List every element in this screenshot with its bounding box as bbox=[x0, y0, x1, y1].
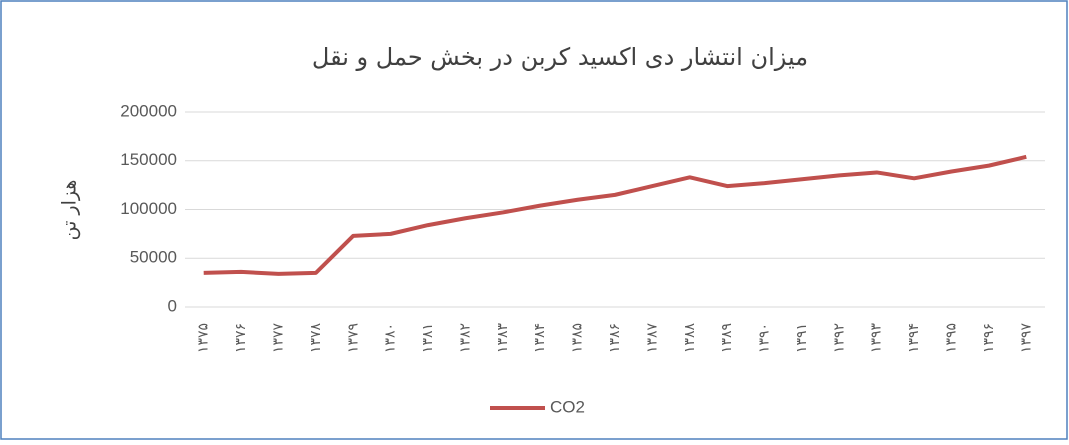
x-tick-label: ۱۳۸۰ bbox=[383, 323, 399, 353]
x-tick-label: ۱۳۹۶ bbox=[981, 323, 997, 353]
x-tick-label: ۱۳۸۵ bbox=[570, 323, 586, 353]
x-tick-label: ۱۳۷۵ bbox=[196, 323, 212, 353]
x-tick-label: ۱۳۷۹ bbox=[345, 323, 361, 353]
y-tick-label: 0 bbox=[168, 296, 177, 315]
x-tick-label: ۱۳۸۱ bbox=[420, 323, 436, 353]
y-tick-label: 150000 bbox=[120, 150, 177, 169]
x-tick-label: ۱۳۸۲ bbox=[457, 323, 473, 353]
y-axis-label: هزار تن bbox=[59, 180, 81, 241]
y-tick-label: 200000 bbox=[120, 101, 177, 120]
x-tick-label: ۱۳۸۶ bbox=[607, 323, 623, 353]
x-tick-label: ۱۳۸۷ bbox=[644, 323, 660, 354]
x-tick-label: ۱۳۸۸ bbox=[682, 323, 698, 354]
y-tick-label: 100000 bbox=[120, 199, 177, 218]
chart: میزان انتشار دی اکسید کربن در بخش حمل و … bbox=[0, 0, 1069, 441]
legend-label: CO2 bbox=[550, 397, 585, 416]
x-tick-label: ۱۳۸۴ bbox=[532, 323, 548, 353]
x-tick-label: ۱۳۹۳ bbox=[869, 323, 885, 354]
x-tick-label: ۱۳۹۴ bbox=[906, 323, 922, 353]
x-tick-label: ۱۳۷۷ bbox=[270, 323, 286, 354]
x-tick-label: ۱۳۷۸ bbox=[308, 323, 324, 354]
chart-title: میزان انتشار دی اکسید کربن در بخش حمل و … bbox=[312, 43, 808, 71]
x-tick-label: ۱۳۹۲ bbox=[831, 323, 847, 353]
x-tick-label: ۱۳۸۳ bbox=[495, 323, 511, 354]
x-tick-label: ۱۳۹۵ bbox=[944, 323, 960, 353]
x-tick-label: ۱۳۹۰ bbox=[757, 323, 773, 353]
x-tick-label: ۱۳۷۶ bbox=[233, 323, 249, 353]
x-tick-label: ۱۳۹۱ bbox=[794, 323, 810, 353]
x-tick-label: ۱۳۸۹ bbox=[719, 323, 735, 353]
x-tick-label: ۱۳۹۷ bbox=[1018, 323, 1034, 354]
y-tick-label: 50000 bbox=[130, 248, 177, 267]
